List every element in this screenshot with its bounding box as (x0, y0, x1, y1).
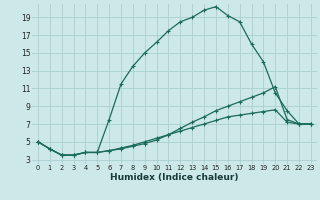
X-axis label: Humidex (Indice chaleur): Humidex (Indice chaleur) (110, 173, 239, 182)
